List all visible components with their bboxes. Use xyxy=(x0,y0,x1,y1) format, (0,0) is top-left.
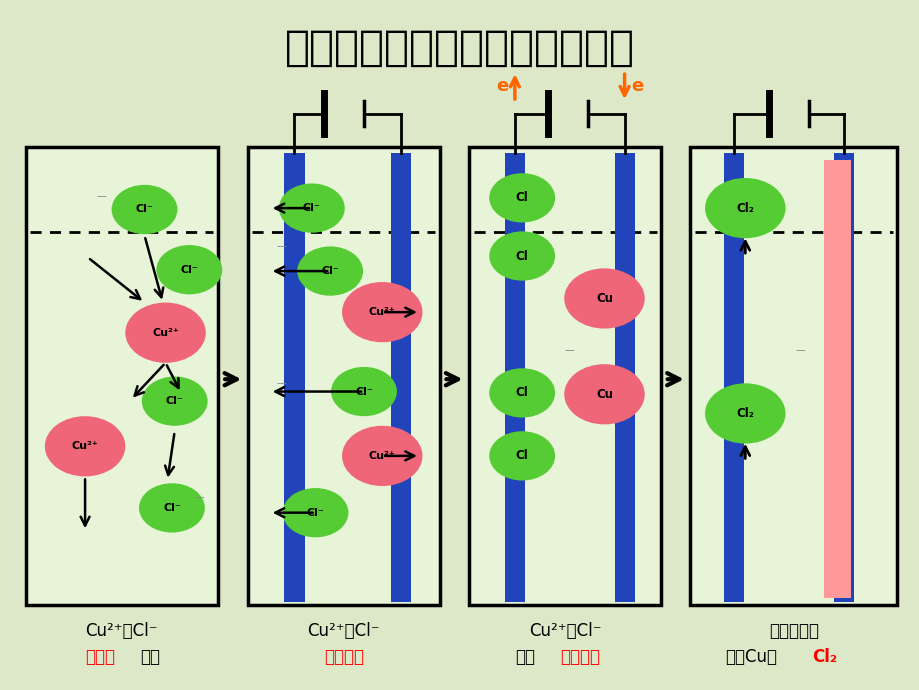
Text: Cu²⁺: Cu²⁺ xyxy=(152,328,178,337)
Text: Cu²⁺、Cl⁻: Cu²⁺、Cl⁻ xyxy=(307,622,380,640)
Bar xyxy=(823,160,850,598)
Text: e: e xyxy=(630,77,642,95)
Bar xyxy=(390,153,410,602)
Text: Cl⁻: Cl⁻ xyxy=(302,203,321,213)
Text: Cl⁻: Cl⁻ xyxy=(306,508,324,518)
Bar xyxy=(834,153,853,602)
Circle shape xyxy=(342,282,422,342)
Text: —: — xyxy=(194,492,204,502)
Bar xyxy=(247,146,439,605)
Text: 阴阳两极上: 阴阳两极上 xyxy=(768,622,818,640)
Text: 发生: 发生 xyxy=(515,647,534,666)
Text: Cl: Cl xyxy=(516,449,528,462)
Circle shape xyxy=(704,178,785,238)
Text: Cl: Cl xyxy=(516,250,528,262)
Circle shape xyxy=(331,367,396,416)
Text: —: — xyxy=(564,346,574,355)
Bar xyxy=(469,146,661,605)
Text: Cl₂: Cl₂ xyxy=(735,201,754,215)
Text: Cl: Cl xyxy=(516,386,528,400)
Text: —: — xyxy=(794,346,804,355)
Circle shape xyxy=(156,245,222,295)
Circle shape xyxy=(489,231,554,281)
Text: 无规则: 无规则 xyxy=(85,647,115,666)
Text: 电子得失: 电子得失 xyxy=(560,647,600,666)
Text: 生成Cu、: 生成Cu、 xyxy=(724,647,777,666)
Text: Cu²⁺: Cu²⁺ xyxy=(369,451,395,461)
Bar xyxy=(26,146,218,605)
Circle shape xyxy=(45,416,125,476)
Text: —: — xyxy=(277,241,286,250)
Bar xyxy=(723,153,743,602)
Circle shape xyxy=(342,426,422,486)
Text: Cl₂: Cl₂ xyxy=(735,407,754,420)
Circle shape xyxy=(563,364,644,424)
Text: 运动: 运动 xyxy=(140,647,160,666)
Circle shape xyxy=(489,368,554,417)
Bar xyxy=(614,153,634,602)
Bar xyxy=(284,153,304,602)
Text: —: — xyxy=(277,377,286,388)
Circle shape xyxy=(489,173,554,222)
Bar xyxy=(689,146,896,605)
Text: Cl₂: Cl₂ xyxy=(811,647,836,666)
Text: e: e xyxy=(495,77,507,95)
Bar xyxy=(505,153,525,602)
Text: Cu: Cu xyxy=(596,292,612,305)
Circle shape xyxy=(139,483,205,533)
Text: Cl⁻: Cl⁻ xyxy=(321,266,339,276)
Circle shape xyxy=(489,431,554,480)
Circle shape xyxy=(125,302,206,363)
Circle shape xyxy=(278,184,345,233)
Circle shape xyxy=(297,246,363,296)
Text: Cu²⁺、Cl⁻: Cu²⁺、Cl⁻ xyxy=(85,622,158,640)
Circle shape xyxy=(142,377,208,426)
Text: Cl⁻: Cl⁻ xyxy=(180,265,198,275)
Text: Cl⁻: Cl⁻ xyxy=(165,396,184,406)
Text: Cu²⁺: Cu²⁺ xyxy=(72,442,98,451)
Text: Cl⁻: Cl⁻ xyxy=(355,386,372,397)
Circle shape xyxy=(563,268,644,328)
Text: 电解氯化铜溶液的微观反应过程: 电解氯化铜溶液的微观反应过程 xyxy=(285,27,634,69)
Circle shape xyxy=(704,384,785,444)
Text: Cu²⁺: Cu²⁺ xyxy=(369,307,395,317)
Text: Cu²⁺、Cl⁻: Cu²⁺、Cl⁻ xyxy=(528,622,601,640)
Circle shape xyxy=(282,488,348,538)
Text: Cl⁻: Cl⁻ xyxy=(135,204,153,215)
Circle shape xyxy=(111,185,177,234)
Text: Cu: Cu xyxy=(596,388,612,401)
Text: —: — xyxy=(96,191,107,201)
Text: Cl: Cl xyxy=(516,191,528,204)
Text: 定向运动: 定向运动 xyxy=(323,647,364,666)
Text: Cl⁻: Cl⁻ xyxy=(163,503,181,513)
